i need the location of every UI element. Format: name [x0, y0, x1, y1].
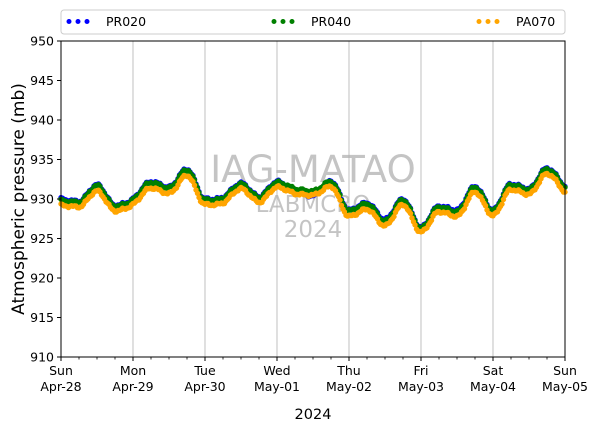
x-tick-label-date: May-02	[326, 379, 372, 394]
x-tick-label-day: Sun	[49, 363, 73, 378]
data-point	[482, 203, 489, 209]
y-tick-label: 915	[30, 310, 54, 325]
legend-marker	[66, 19, 72, 24]
x-axis: SunApr-28MonApr-29TueApr-30WedMay-01ThuM…	[40, 357, 588, 394]
legend-frame	[60, 9, 566, 35]
data-point	[191, 182, 198, 188]
legend-item-pr040: PR040	[271, 14, 351, 29]
x-tick-label-date: Apr-29	[112, 379, 153, 394]
legend-marker	[84, 19, 90, 24]
data-point	[391, 213, 397, 220]
legend-item-pr020: PR020	[66, 14, 146, 29]
legend-label: PR040	[311, 14, 351, 29]
x-tick-label-day: Sun	[553, 363, 577, 378]
x-tick-label-date: May-03	[398, 379, 444, 394]
data-point	[337, 197, 343, 203]
x-tick-label-day: Thu	[336, 363, 360, 378]
x-tick-label-day: Wed	[263, 363, 290, 378]
legend-marker	[494, 19, 500, 24]
legend-marker	[289, 19, 295, 24]
legend-marker	[75, 19, 81, 24]
y-tick-label: 920	[30, 271, 54, 286]
data-series	[58, 165, 568, 235]
legend-marker	[485, 19, 491, 24]
x-tick-label-day: Mon	[120, 363, 146, 378]
x-tick-label-date: May-04	[470, 379, 516, 394]
legend: PR020 PR040 PA070	[60, 9, 566, 35]
data-point	[194, 190, 201, 196]
data-point	[428, 217, 435, 223]
y-tick-label: 910	[30, 350, 54, 365]
y-tick-label: 945	[30, 73, 54, 88]
x-tick-label-day: Tue	[193, 363, 216, 378]
data-point	[412, 222, 418, 228]
series-pa070	[58, 170, 568, 235]
y-axis-title: Atmospheric pressure (mb)	[9, 83, 29, 315]
legend-marker	[476, 19, 482, 24]
data-point	[499, 201, 505, 207]
legend-label: PA070	[516, 14, 555, 29]
y-axis: 910 915 920 925 930 935 940 945 950	[30, 34, 61, 365]
y-tick-label: 940	[30, 113, 54, 128]
y-tick-label: 925	[30, 231, 54, 246]
x-axis-title: 2024	[295, 407, 332, 423]
legend-label: PR020	[106, 14, 146, 29]
data-point	[461, 206, 468, 212]
x-tick-label-day: Fri	[414, 363, 429, 378]
watermark-line-3: 2024	[284, 217, 343, 243]
y-tick-label: 950	[30, 34, 54, 49]
legend-marker	[280, 19, 286, 24]
x-tick-label-date: May-01	[254, 379, 300, 394]
y-tick-label: 935	[30, 152, 54, 167]
x-tick-label-date: May-05	[542, 379, 588, 394]
legend-marker	[271, 19, 277, 24]
x-tick-label-date: Apr-30	[184, 379, 225, 394]
data-point	[407, 210, 414, 217]
x-tick-label-date: Apr-28	[40, 379, 81, 394]
legend-item-pa070: PA070	[476, 14, 555, 29]
x-tick-label-day: Sat	[483, 363, 504, 378]
y-tick-label: 930	[30, 192, 54, 207]
